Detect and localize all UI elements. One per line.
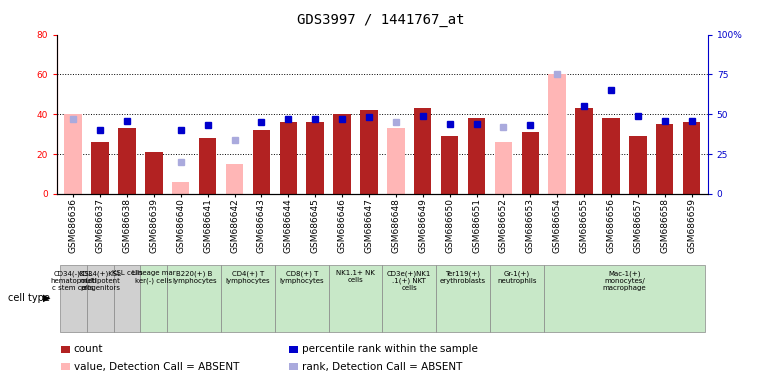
Text: KSL cells: KSL cells xyxy=(112,270,142,276)
Bar xyxy=(60,265,87,332)
Text: NK1.1+ NK
cells: NK1.1+ NK cells xyxy=(336,270,375,283)
Text: CD3e(+)NK1
.1(+) NKT
cells: CD3e(+)NK1 .1(+) NKT cells xyxy=(387,270,431,291)
Bar xyxy=(199,138,216,194)
Text: Mac-1(+)
monocytes/
macrophage: Mac-1(+) monocytes/ macrophage xyxy=(603,270,646,291)
Bar xyxy=(382,265,436,332)
Text: Ter119(+)
erythroblasts: Ter119(+) erythroblasts xyxy=(440,270,486,284)
Bar xyxy=(387,128,405,194)
Bar xyxy=(683,122,700,194)
Bar xyxy=(253,130,270,194)
Bar xyxy=(221,265,275,332)
Bar xyxy=(329,265,382,332)
Text: value, Detection Call = ABSENT: value, Detection Call = ABSENT xyxy=(74,362,239,372)
Text: CD8(+) T
lymphocytes: CD8(+) T lymphocytes xyxy=(279,270,324,284)
Bar xyxy=(113,265,141,332)
Bar xyxy=(602,118,619,194)
Text: Lineage mar
ker(-) cells: Lineage mar ker(-) cells xyxy=(132,270,176,284)
Text: CD34(-)KSL
hematopoieti
c stem cells: CD34(-)KSL hematopoieti c stem cells xyxy=(50,270,97,291)
Bar xyxy=(495,142,512,194)
Bar xyxy=(167,265,221,332)
Bar xyxy=(118,128,135,194)
Bar xyxy=(65,114,82,194)
Bar xyxy=(226,164,244,194)
Text: count: count xyxy=(74,344,103,354)
Text: percentile rank within the sample: percentile rank within the sample xyxy=(302,344,478,354)
Bar xyxy=(91,142,109,194)
Bar xyxy=(87,265,113,332)
Bar xyxy=(468,118,486,194)
Bar xyxy=(333,114,351,194)
Bar xyxy=(414,108,431,194)
Text: Gr-1(+)
neutrophils: Gr-1(+) neutrophils xyxy=(497,270,537,284)
Bar xyxy=(490,265,543,332)
Text: rank, Detection Call = ABSENT: rank, Detection Call = ABSENT xyxy=(302,362,463,372)
Text: GDS3997 / 1441767_at: GDS3997 / 1441767_at xyxy=(297,13,464,27)
Bar xyxy=(656,124,673,194)
Bar xyxy=(141,265,167,332)
Bar xyxy=(172,182,189,194)
Text: B220(+) B
lymphocytes: B220(+) B lymphocytes xyxy=(172,270,217,284)
Text: CD34(+)KSL
multipotent
progenitors: CD34(+)KSL multipotent progenitors xyxy=(78,270,122,291)
Bar xyxy=(360,110,377,194)
Bar xyxy=(279,122,297,194)
Bar xyxy=(521,132,539,194)
Bar xyxy=(543,265,705,332)
Bar xyxy=(575,108,593,194)
Bar xyxy=(436,265,490,332)
Text: CD4(+) T
lymphocytes: CD4(+) T lymphocytes xyxy=(226,270,270,284)
Bar xyxy=(307,122,324,194)
Text: ▶: ▶ xyxy=(43,293,51,303)
Bar xyxy=(441,136,458,194)
Bar xyxy=(275,265,329,332)
Bar xyxy=(549,74,566,194)
Bar xyxy=(145,152,163,194)
Text: cell type: cell type xyxy=(8,293,49,303)
Bar xyxy=(629,136,647,194)
